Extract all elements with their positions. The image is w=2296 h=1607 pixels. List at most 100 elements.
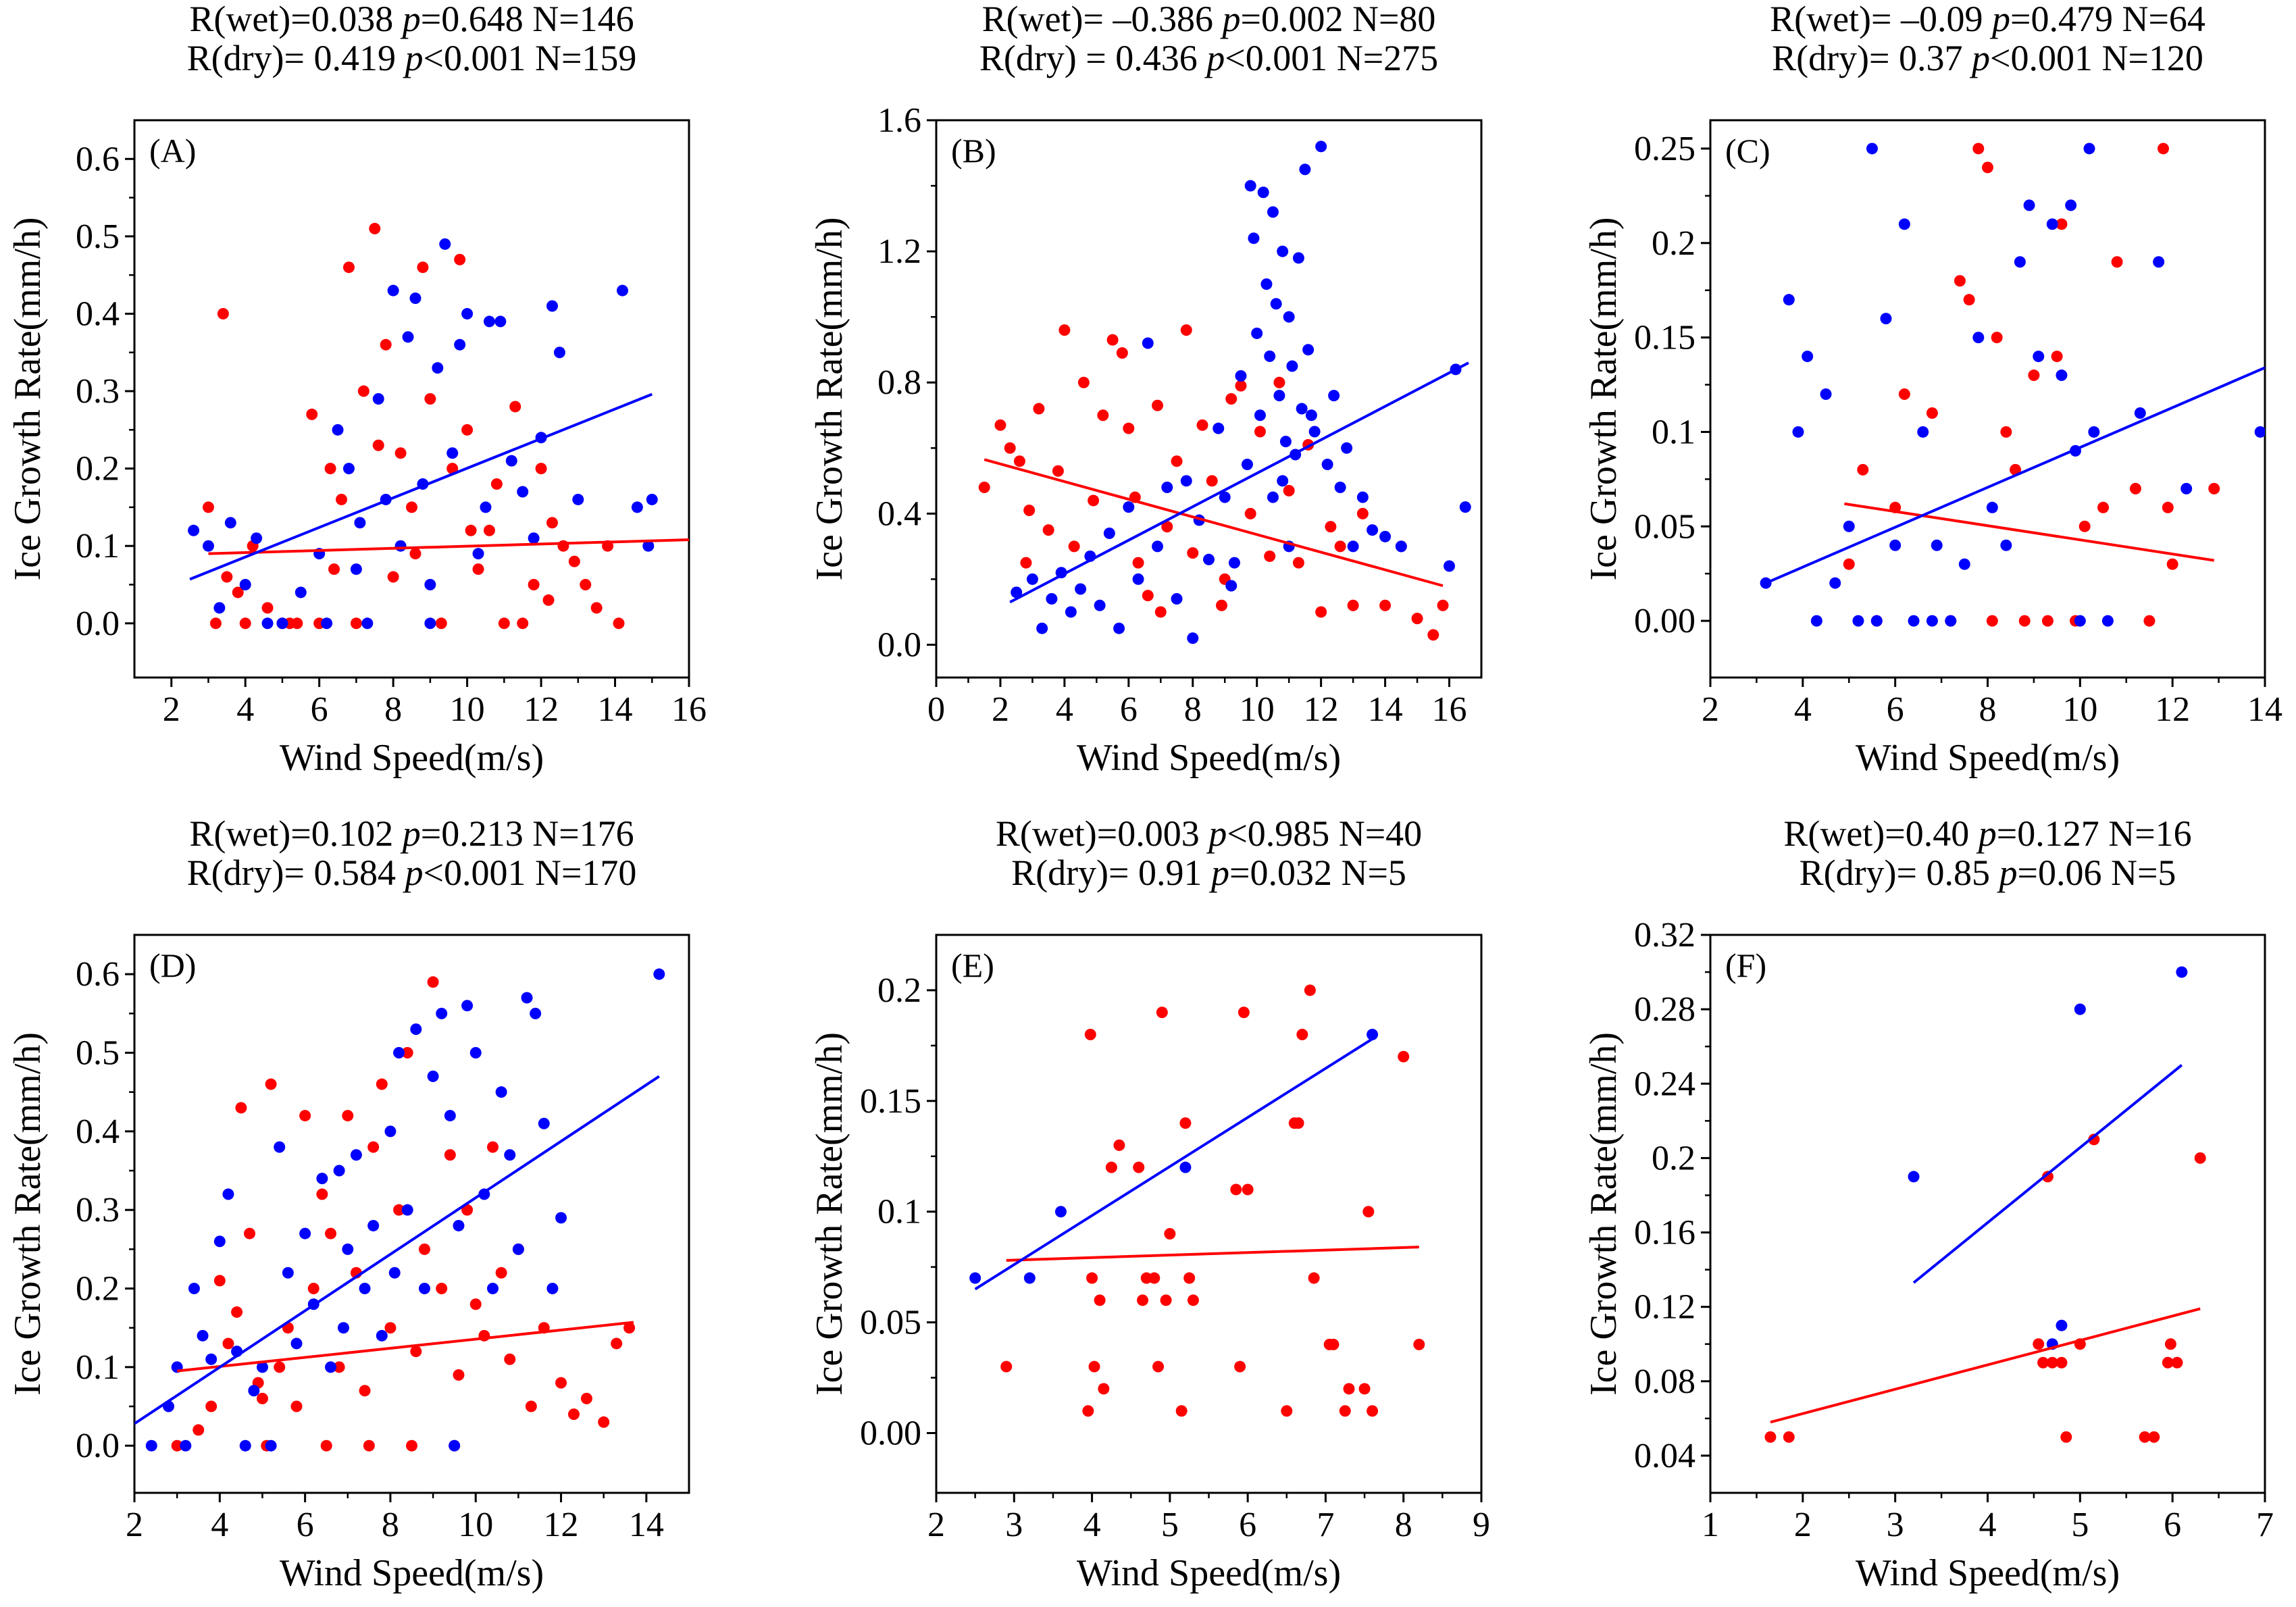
dry-point — [1248, 232, 1260, 245]
wet-point — [274, 1361, 286, 1373]
wet-point — [2056, 1356, 2068, 1369]
dry-point — [521, 992, 533, 1004]
x-tick-label: 4 — [236, 690, 254, 729]
dry-fit-line — [974, 1038, 1373, 1291]
dry-point — [461, 1000, 474, 1012]
wet-point — [486, 1141, 499, 1153]
dry-point — [1299, 163, 1311, 176]
dry-point — [469, 1047, 482, 1059]
dry-point — [1225, 580, 1238, 592]
dry-point — [447, 447, 459, 459]
wet-point — [2171, 1356, 2183, 1369]
panel-title-line: R(dry) = 0.436 p<0.001 N=275 — [979, 38, 1438, 78]
wet-point — [1963, 294, 1975, 306]
y-tick-label: 0.4 — [877, 494, 921, 533]
dry-point — [1273, 390, 1285, 402]
panel-b: R(wet)= –0.386 p=0.002 N=80R(dry) = 0.43… — [809, 0, 1483, 779]
x-tick-label: 16 — [671, 690, 707, 729]
dry-point — [1152, 540, 1164, 553]
title-segment: p — [1976, 813, 1997, 854]
dry-point — [1103, 527, 1115, 539]
wet-point — [1183, 1272, 1196, 1284]
wet-point — [2078, 520, 2091, 532]
wet-point — [213, 1275, 226, 1287]
wet-point — [316, 1188, 328, 1200]
dry-point — [213, 1235, 226, 1248]
dry-point — [424, 579, 436, 590]
wet-point — [328, 563, 340, 576]
panel-title-line: R(dry)= 0.419 p<0.001 N=159 — [187, 38, 637, 78]
wet-point — [1225, 393, 1238, 405]
dry-point — [572, 493, 584, 505]
x-tick-label: 2 — [992, 690, 1009, 729]
title-segment: =0.648 N=146 — [421, 0, 634, 39]
dry-point — [202, 540, 214, 552]
wet-point — [410, 1346, 422, 1358]
dry-point — [388, 1267, 401, 1279]
wet-point — [1097, 409, 1109, 422]
y-tick-label: 0.1 — [1652, 413, 1695, 451]
dry-point — [1908, 1171, 1920, 1183]
dry-point — [1843, 520, 1855, 532]
y-tick-label: 0.04 — [1634, 1437, 1695, 1475]
wet-point — [2111, 256, 2123, 268]
dry-point — [653, 968, 665, 980]
dry-fit-line — [134, 1075, 660, 1425]
panel-letter: (B) — [951, 132, 996, 170]
dry-point — [1254, 409, 1266, 422]
y-tick-label: 0.32 — [1634, 916, 1695, 954]
panel-f: R(wet)=0.40 p=0.127 N=16R(dry)= 0.85 p=0… — [1583, 813, 2274, 1594]
wet-point — [1116, 347, 1128, 359]
wet-fit-line — [1844, 502, 2215, 562]
wet-point — [472, 563, 484, 576]
x-tick-label: 3 — [1005, 1506, 1023, 1544]
wet-point — [1273, 376, 1285, 388]
dry-point — [2134, 407, 2146, 419]
dry-point — [2056, 1319, 2068, 1331]
wet-point — [244, 1227, 256, 1240]
plot-frame — [935, 119, 1483, 679]
wet-point — [418, 1243, 430, 1255]
dry-point — [427, 1070, 439, 1082]
dry-point — [1347, 540, 1359, 553]
x-tick-label: 5 — [2071, 1506, 2089, 1544]
wet-point — [239, 617, 251, 630]
dry-point — [461, 307, 474, 320]
dry-point — [1260, 278, 1273, 290]
wet-point — [424, 393, 436, 405]
dry-point — [1187, 632, 1199, 644]
y-tick-label: 0.4 — [76, 1113, 120, 1151]
dry-point — [424, 617, 436, 630]
x-tick-label: 12 — [1304, 690, 1339, 729]
dry-point — [1889, 539, 1902, 551]
wet-point — [342, 1110, 354, 1122]
wet-point — [1077, 376, 1090, 388]
title-segment: =0.127 N=16 — [1997, 813, 2192, 854]
wet-point — [2041, 615, 2053, 627]
x-tick-label: 2 — [163, 690, 180, 729]
wet-point — [1427, 629, 1439, 641]
panel-letter: (E) — [951, 946, 994, 984]
wet-point — [1052, 465, 1064, 477]
dry-fit-line — [1009, 361, 1469, 604]
wet-point — [1843, 558, 1855, 570]
title-segment: <0.001 N=170 — [424, 852, 637, 893]
dry-point — [180, 1439, 192, 1452]
x-tick-label: 10 — [458, 1506, 493, 1544]
title-segment: =0.479 N=64 — [2010, 0, 2205, 39]
wet-point — [1123, 422, 1135, 434]
y-tick-label: 0.2 — [1652, 224, 1695, 263]
wet-point — [2097, 501, 2110, 513]
dry-point — [367, 1219, 380, 1231]
x-tick-label: 8 — [1979, 690, 1997, 729]
x-tick-label: 8 — [384, 690, 402, 729]
dry-point — [432, 362, 444, 374]
x-tick-label: 14 — [2247, 690, 2282, 729]
title-segment: R(dry)= 0.584 — [187, 852, 405, 893]
dry-point — [1866, 143, 1878, 155]
dry-point — [188, 524, 200, 536]
dry-point — [2033, 351, 2045, 363]
wet-point — [1132, 557, 1144, 569]
